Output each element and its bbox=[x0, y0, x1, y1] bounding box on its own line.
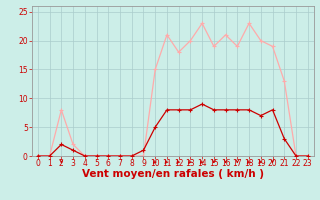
X-axis label: Vent moyen/en rafales ( km/h ): Vent moyen/en rafales ( km/h ) bbox=[82, 169, 264, 179]
